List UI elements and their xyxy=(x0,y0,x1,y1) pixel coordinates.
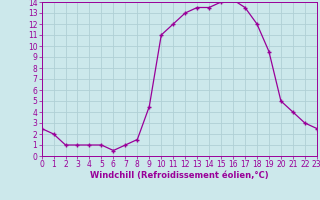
X-axis label: Windchill (Refroidissement éolien,°C): Windchill (Refroidissement éolien,°C) xyxy=(90,171,268,180)
